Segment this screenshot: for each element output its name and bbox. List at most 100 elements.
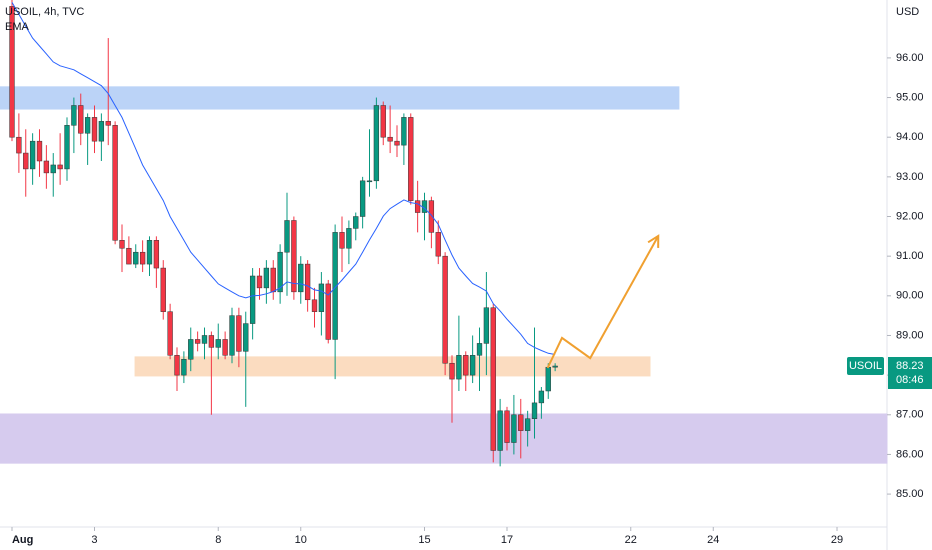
x-tick-label: 29: [831, 534, 843, 546]
candle-body: [524, 418, 531, 431]
y-tick-label: 91.00: [896, 250, 924, 262]
candle-body: [531, 402, 538, 419]
candle-body: [304, 263, 311, 301]
candle-body: [215, 339, 221, 348]
candle-body: [243, 323, 249, 352]
candle-body: [133, 251, 139, 265]
zones: [0, 86, 888, 464]
candle-body: [490, 307, 496, 451]
candle-body: [188, 339, 194, 360]
candle-body: [463, 355, 469, 376]
candle-body: [373, 105, 380, 182]
candle-body: [119, 240, 125, 249]
candle-body: [552, 365, 558, 368]
candle-body: [428, 200, 435, 233]
indicator-label: EMA: [5, 21, 30, 33]
plot: [9, 0, 660, 467]
price-tag: [888, 357, 932, 390]
candle-body: [456, 355, 462, 380]
x-tick-label: 10: [295, 534, 307, 546]
candle-body: [36, 140, 43, 162]
candle-body: [64, 125, 70, 170]
zone: [134, 356, 651, 377]
candle-body: [284, 220, 290, 253]
y-tick-label: 92.00: [896, 210, 924, 222]
candle-body: [483, 307, 490, 344]
candle-body: [78, 105, 84, 134]
candle-body: [380, 105, 386, 138]
candle-body: [153, 240, 160, 269]
candle-body: [538, 390, 545, 404]
candle-body: [174, 355, 180, 376]
x-tick-label: 8: [215, 534, 221, 546]
candle-body: [270, 267, 276, 293]
y-tick-label: 96.00: [896, 52, 924, 64]
candle-body: [249, 275, 256, 324]
candle-body: [291, 220, 297, 293]
candle-body: [98, 121, 105, 142]
candle-body: [84, 117, 91, 134]
candle-body: [256, 275, 263, 289]
candle-body: [112, 125, 118, 241]
symbol-tag: [847, 357, 884, 376]
candle-body: [394, 140, 400, 146]
candle-body: [146, 240, 153, 265]
candle-body: [181, 359, 187, 376]
candle-body: [9, 6, 15, 138]
candle-body: [353, 216, 359, 229]
y-tick-label: 85.00: [896, 488, 924, 500]
zone: [0, 413, 888, 464]
zone: [0, 86, 680, 110]
candle-body: [449, 362, 455, 380]
candle-body: [16, 136, 22, 154]
countdown-label: 08:46: [896, 374, 924, 386]
candle-body: [387, 136, 393, 142]
x-tick-label: Aug: [12, 534, 33, 546]
candle-body: [414, 200, 421, 213]
candle-body: [545, 366, 551, 392]
candle-body: [160, 267, 166, 312]
candle-body: [435, 232, 441, 257]
candle-body: [50, 164, 56, 174]
candle-body: [359, 180, 366, 217]
candle-body: [332, 232, 338, 340]
candle-body: [339, 232, 345, 249]
x-tick-label: 24: [707, 534, 719, 546]
y-tick-label: 95.00: [896, 91, 924, 103]
projection-arrowhead: [647, 234, 660, 248]
candle-body: [325, 283, 331, 340]
candle-body: [194, 339, 201, 344]
candle-body: [167, 311, 173, 356]
candle-body: [236, 315, 242, 352]
symbol-tag-label: USOIL: [849, 360, 882, 372]
candle-body: [511, 414, 517, 443]
candle-body: [442, 255, 448, 364]
candle-body: [105, 121, 111, 126]
candle-body: [23, 152, 29, 170]
price-tag-label: 88.23: [896, 360, 924, 372]
candle-body: [91, 117, 98, 142]
x-tick-label: 22: [625, 534, 637, 546]
y-tick-label: 94.00: [896, 131, 924, 143]
candle-body: [126, 247, 132, 265]
candle-body: [208, 335, 215, 348]
candle-body: [318, 283, 325, 312]
ema-line: [11, 2, 556, 355]
x-tick-label: 17: [501, 534, 513, 546]
candle-body: [57, 164, 63, 170]
chart-title: USOIL, 4h, TVC: [5, 6, 84, 18]
candle-body: [469, 355, 476, 376]
y-tick-label: 87.00: [896, 409, 924, 421]
y-tick-label: 93.00: [896, 171, 924, 183]
candle-body: [346, 228, 352, 249]
candle-body: [497, 410, 503, 451]
candle-body: [263, 267, 270, 289]
candle-body: [71, 105, 77, 126]
y-tick-label: 90.00: [896, 290, 924, 302]
candle-body: [298, 263, 304, 293]
x-tick-label: 3: [91, 534, 97, 546]
candle-body: [504, 410, 510, 443]
candle-body: [229, 315, 235, 356]
